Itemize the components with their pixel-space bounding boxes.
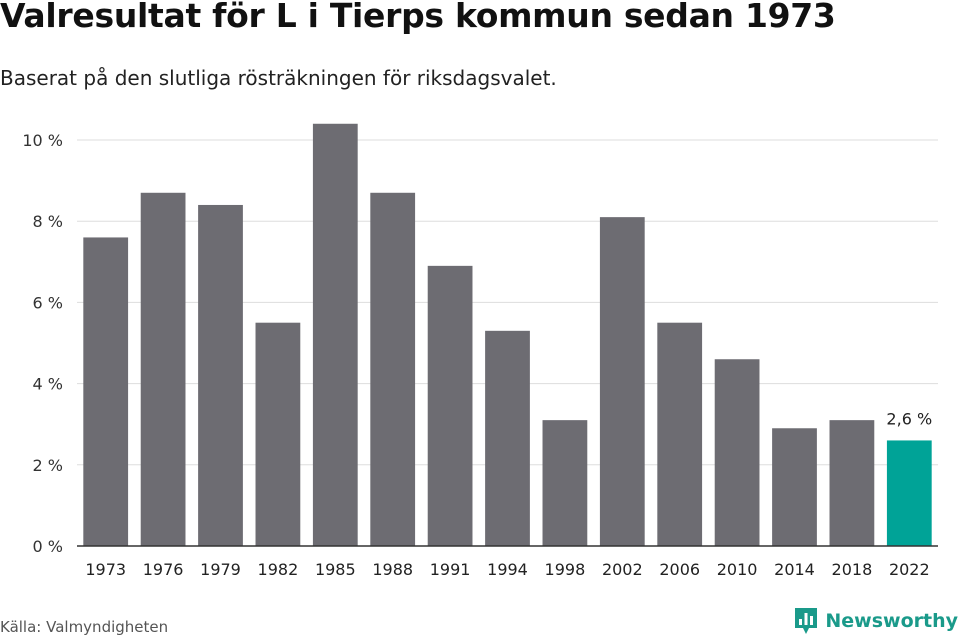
bar: [312, 123, 358, 546]
y-tick-label: 2 %: [33, 456, 63, 475]
x-tick-label: 1973: [85, 560, 126, 579]
bar: [485, 330, 530, 546]
x-tick-label: 2006: [659, 560, 700, 579]
x-tick-label: 1988: [372, 560, 413, 579]
source-note: Källa: Valmyndigheten: [0, 618, 169, 636]
bar: [255, 322, 301, 546]
x-tick-label: 1982: [258, 560, 299, 579]
bar: [599, 217, 645, 546]
x-tick-label: 1991: [430, 560, 471, 579]
brand-name: Newsworthy: [825, 610, 958, 632]
bar: [370, 192, 416, 546]
bar: [198, 204, 243, 546]
x-tick-label: 1994: [487, 560, 528, 579]
bar: [772, 428, 817, 546]
x-tick-label: 2010: [717, 560, 758, 579]
x-tick-label: 2002: [602, 560, 643, 579]
brand-logo: Newsworthy: [793, 606, 958, 636]
y-tick-label: 10 %: [22, 131, 63, 150]
bar: [657, 322, 703, 546]
bar: [714, 359, 760, 546]
bar: [140, 192, 186, 546]
bar: [427, 265, 473, 546]
x-tick-label: 2014: [774, 560, 815, 579]
y-tick-label: 4 %: [33, 375, 63, 394]
bar: [542, 420, 588, 546]
y-tick-label: 8 %: [33, 212, 63, 231]
chart-title: Valresultat för L i Tierps kommun sedan …: [0, 0, 836, 35]
bar: [83, 237, 129, 546]
y-tick-label: 6 %: [33, 293, 63, 312]
x-tick-label: 1998: [545, 560, 586, 579]
x-tick-label: 1976: [143, 560, 184, 579]
bar-chart: 0 % 2 % 4 % 6 % 8 % 10 % 1973 1976 1979 1982 1985 1…: [22, 123, 938, 579]
chart-subtitle: Baserat på den slutliga rösträkningen fö…: [0, 66, 557, 90]
newsworthy-logo-icon: [795, 608, 818, 634]
data-label: 2,6 %: [886, 409, 932, 428]
y-tick-label: 0 %: [33, 537, 63, 556]
bar-highlight: [886, 440, 932, 546]
x-tick-label: 1979: [200, 560, 241, 579]
x-tick-label: 2022: [889, 560, 930, 579]
x-tick-label: 2018: [832, 560, 873, 579]
x-tick-label: 1985: [315, 560, 356, 579]
bar: [829, 420, 875, 546]
